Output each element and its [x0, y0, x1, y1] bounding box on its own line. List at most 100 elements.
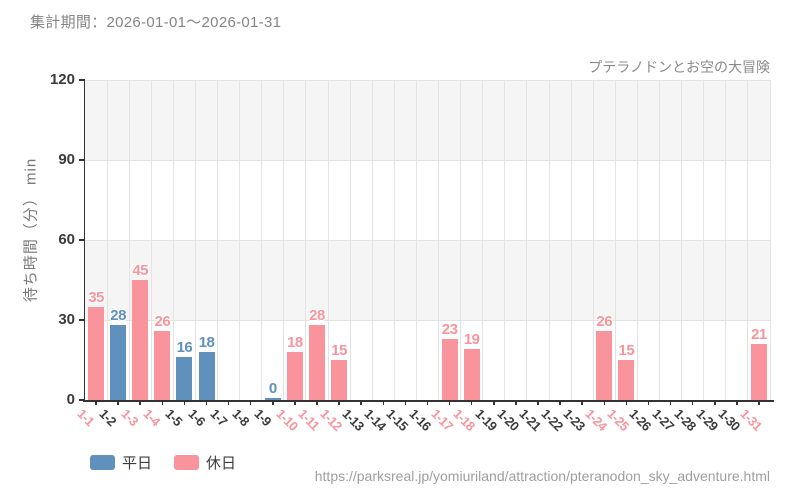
gridline-vertical: [592, 80, 594, 400]
x-tick: [493, 400, 495, 405]
plot-area: 35 28 45 26 16 18 0 18 28 15 23 19 26 15 21: [83, 80, 774, 402]
bar-value-1-25: 15: [618, 342, 635, 359]
x-tick-label-1-11: 1-11: [295, 406, 323, 434]
bar-value-1-4: 26: [154, 312, 171, 330]
gridline-vertical: [438, 80, 440, 400]
bar-value-1-31: 21: [751, 326, 767, 343]
source-url: https://parksreal.jp/yomiuriland/attract…: [314, 468, 770, 484]
x-tick-label-1-22: 1-22: [538, 406, 567, 434]
bar-value-1-3: 45: [132, 262, 149, 279]
bar-1-31: [750, 344, 767, 400]
x-tick-label-1-13: 1-13: [339, 406, 368, 434]
x-tick-label-1-7: 1-7: [207, 406, 230, 429]
x-tick-label-1-15: 1-15: [383, 406, 412, 434]
bar-value-1-18: 19: [463, 331, 480, 349]
legend-swatch-holiday: [174, 455, 200, 470]
gridline-vertical: [217, 80, 219, 400]
bar-1-6: [198, 352, 215, 400]
bar-1-10: [286, 352, 303, 400]
bar-1-24: [596, 330, 613, 400]
gridline-vertical: [106, 80, 108, 400]
gridline-vertical: [371, 80, 373, 400]
y-tick-label-90: 90: [58, 151, 75, 168]
bar-value-1-11: 28: [309, 307, 325, 325]
x-tick: [227, 400, 230, 405]
bar-1-3: [132, 280, 149, 400]
x-tick-label-1-16: 1-16: [405, 406, 434, 434]
bar-value-1-12: 15: [331, 342, 347, 359]
bar-1-5: [176, 357, 193, 400]
y-tick: [79, 159, 85, 161]
gridline-vertical: [703, 80, 705, 400]
x-tick: [117, 400, 119, 405]
gridline-vertical: [150, 80, 152, 400]
bar-value-1-9: 0: [268, 380, 277, 397]
gridline-vertical: [239, 80, 241, 400]
x-tick-label-1-29: 1-29: [693, 406, 721, 434]
x-axis-line: [83, 400, 774, 402]
y-tick-label-60: 60: [58, 231, 75, 248]
x-tick: [714, 400, 716, 405]
gridline-vertical: [172, 80, 174, 400]
gridline-vertical: [415, 80, 417, 400]
x-tick-label-1-19: 1-19: [472, 406, 500, 434]
y-tick-label-120: 120: [49, 71, 75, 88]
gridline-vertical: [194, 80, 196, 400]
attraction-title: プテラノドンとお空の大冒険: [588, 59, 770, 75]
gridline-vertical: [548, 80, 550, 400]
x-tick: [647, 400, 650, 405]
x-tick-label-1-28: 1-28: [671, 406, 699, 434]
gridline-vertical: [482, 80, 484, 400]
x-tick: [669, 400, 672, 405]
x-tick: [205, 400, 208, 405]
x-tick: [625, 400, 628, 405]
gridline-vertical: [570, 80, 572, 400]
gridline-vertical: [636, 80, 638, 400]
legend-label-weekday: 平日: [122, 455, 153, 472]
bar-1-1: [88, 306, 105, 400]
x-tick-label-1-30: 1-30: [715, 406, 743, 434]
legend: 平日 休日: [90, 452, 258, 473]
x-tick: [736, 400, 738, 405]
y-axis-line: [83, 80, 85, 400]
gridline-horizontal: [85, 240, 770, 241]
x-tick-label-1-2: 1-2: [96, 406, 120, 429]
x-tick: [294, 400, 296, 405]
x-axis: 1-1 1-2 1-3 1-4 1-5 1-6 1-7 1-8 1-9 1-10 1-11 1-12 1…: [74, 400, 770, 455]
y-tick: [79, 79, 85, 81]
gridline-vertical: [393, 80, 395, 400]
x-tick-label-1-23: 1-23: [560, 406, 589, 434]
plot-band: [85, 80, 770, 160]
gridline-vertical: [614, 80, 616, 400]
aggregation-period-label: 集計期間：2026-01-01～2026-01-31: [30, 14, 282, 31]
bar-1-25: [618, 360, 635, 400]
bar-1-2: [110, 325, 127, 400]
y-axis: 0 30 60 90 120: [0, 71, 85, 408]
y-tick: [79, 399, 85, 401]
x-tick: [426, 400, 429, 405]
x-tick-label-1-26: 1-26: [626, 406, 655, 434]
x-tick-label-1-3: 1-3: [118, 406, 142, 429]
gridline-horizontal: [85, 320, 770, 321]
x-tick: [758, 400, 760, 405]
bar-value-1-6: 18: [198, 334, 215, 351]
gridline-vertical: [327, 80, 329, 400]
x-tick: [537, 400, 539, 405]
x-tick-label-1-20: 1-20: [494, 406, 522, 434]
bar-1-4: [154, 330, 171, 400]
x-tick: [183, 400, 186, 405]
x-tick-label-1-25: 1-25: [604, 406, 633, 434]
gridline-vertical: [460, 80, 462, 400]
x-tick-label-1-9: 1-9: [251, 406, 275, 429]
bar-1-9: [264, 398, 281, 400]
x-tick-label-1-18: 1-18: [450, 406, 478, 434]
x-tick: [603, 400, 606, 405]
gridline-vertical: [769, 80, 771, 400]
gridline-horizontal: [85, 80, 770, 81]
y-tick: [79, 239, 85, 241]
x-tick: [161, 400, 164, 405]
gridline-vertical: [283, 80, 285, 400]
x-tick-label-1-21: 1-21: [516, 406, 544, 434]
x-tick: [382, 400, 385, 405]
x-tick-label-1-5: 1-5: [162, 406, 186, 429]
